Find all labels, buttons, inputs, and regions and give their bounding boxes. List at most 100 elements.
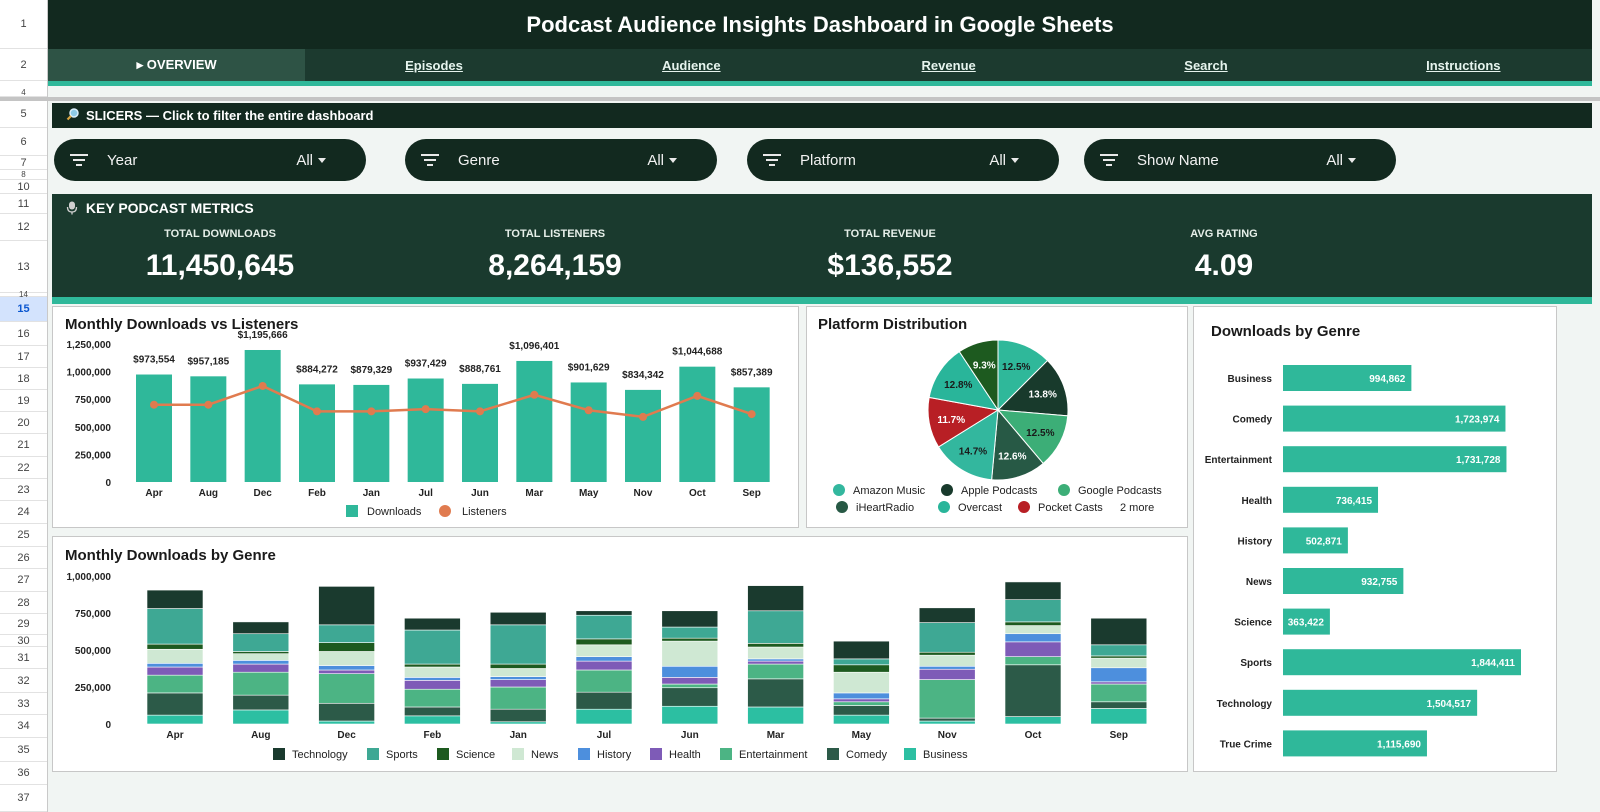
slicer-show-name[interactable]: Show Name All <box>1084 139 1396 181</box>
stacked-segment-health[interactable] <box>404 680 461 690</box>
stacked-segment-technology[interactable] <box>404 617 461 631</box>
stacked-segment-history[interactable] <box>146 663 204 668</box>
stacked-segment-sports[interactable] <box>575 614 633 640</box>
stacked-segment-sports[interactable] <box>918 622 976 653</box>
stacked-segment-sports[interactable] <box>146 608 204 645</box>
slicer-value[interactable]: All <box>296 152 326 169</box>
stacked-segment-science[interactable] <box>318 642 375 652</box>
stacked-segment-technology[interactable] <box>489 611 547 626</box>
stacked-segment-technology[interactable] <box>747 585 804 612</box>
row-header-33[interactable]: 33 <box>0 693 47 715</box>
row-header-4[interactable]: 4 <box>0 88 47 97</box>
listeners-point[interactable] <box>313 407 321 416</box>
stacked-segment-health[interactable] <box>661 677 719 685</box>
row-header-36[interactable]: 36 <box>0 762 47 785</box>
row-header-35[interactable]: 35 <box>0 738 47 762</box>
stacked-segment-sports[interactable] <box>404 629 461 665</box>
stacked-segment-history[interactable] <box>747 658 804 662</box>
downloads-bar[interactable] <box>679 366 716 482</box>
listeners-point[interactable] <box>204 400 213 409</box>
nav-tab-overview[interactable]: ▸ OVERVIEW <box>48 49 306 81</box>
stacked-segment-history[interactable] <box>575 656 633 662</box>
row-header-37[interactable]: 37 <box>0 785 47 812</box>
row-header-1[interactable]: 1 <box>0 0 47 49</box>
stacked-segment-health[interactable] <box>318 669 375 674</box>
stacked-segment-science[interactable] <box>833 664 890 673</box>
row-header-24[interactable]: 24 <box>0 501 47 524</box>
slicer-value[interactable]: All <box>1326 152 1356 169</box>
stacked-segment-sports[interactable] <box>1004 599 1062 623</box>
downloads-bar[interactable] <box>462 383 498 482</box>
stacked-segment-news[interactable] <box>1004 625 1062 635</box>
stacked-segment-science[interactable] <box>146 643 204 650</box>
stacked-segment-business[interactable] <box>747 706 804 725</box>
nav-tab-audience[interactable]: Audience <box>662 57 721 73</box>
stacked-segment-sports[interactable] <box>232 633 290 652</box>
stacked-segment-technology[interactable] <box>146 589 204 609</box>
row-header-22[interactable]: 22 <box>0 457 47 479</box>
stacked-segment-entertainment[interactable] <box>404 688 461 708</box>
stacked-segment-science[interactable] <box>404 663 461 668</box>
stacked-segment-entertainment[interactable] <box>146 674 204 694</box>
listeners-point[interactable] <box>747 410 756 419</box>
row-header-6[interactable]: 6 <box>0 128 47 156</box>
row-header-16[interactable]: 16 <box>0 322 47 346</box>
stacked-segment-science[interactable] <box>232 651 290 655</box>
slicer-value[interactable]: All <box>989 152 1019 169</box>
stacked-segment-business[interactable] <box>318 720 375 725</box>
stacked-segment-health[interactable] <box>833 698 890 703</box>
listeners-point[interactable] <box>693 391 702 400</box>
stacked-segment-technology[interactable] <box>1004 581 1062 600</box>
genre-bar[interactable] <box>1283 527 1348 554</box>
pie-slice[interactable] <box>928 350 1000 411</box>
stacked-segment-history[interactable] <box>1004 633 1062 643</box>
stacked-segment-health[interactable] <box>1004 641 1062 657</box>
stacked-segment-comedy[interactable] <box>404 706 461 717</box>
nav-tab-episodes[interactable]: Episodes <box>405 57 463 73</box>
stacked-segment-entertainment[interactable] <box>1090 683 1148 703</box>
stacked-segment-history[interactable] <box>232 660 290 665</box>
row-header-18[interactable]: 18 <box>0 368 47 390</box>
downloads-bar[interactable] <box>570 382 607 482</box>
stacked-segment-health[interactable] <box>1090 681 1148 685</box>
row-header-7[interactable]: 7 <box>0 156 47 170</box>
stacked-segment-comedy[interactable] <box>833 705 890 716</box>
downloads-bar[interactable] <box>625 389 661 482</box>
stacked-segment-history[interactable] <box>833 692 890 700</box>
listeners-point[interactable] <box>150 400 158 409</box>
stacked-segment-business[interactable] <box>146 714 204 725</box>
stacked-segment-sports[interactable] <box>747 610 804 644</box>
stacked-segment-news[interactable] <box>918 654 976 667</box>
genre-bar[interactable] <box>1283 446 1507 473</box>
row-header-32[interactable]: 32 <box>0 669 47 693</box>
stacked-segment-history[interactable] <box>918 665 976 670</box>
stacked-segment-science[interactable] <box>747 643 804 648</box>
stacked-segment-business[interactable] <box>918 720 976 725</box>
row-header-14[interactable]: 14 <box>0 290 47 299</box>
row-header-25[interactable]: 25 <box>0 524 47 547</box>
stacked-segment-technology[interactable] <box>661 610 719 628</box>
row-header-17[interactable]: 17 <box>0 346 47 368</box>
stacked-segment-sports[interactable] <box>489 624 547 665</box>
genre-bar[interactable] <box>1283 689 1478 716</box>
genre-bar[interactable] <box>1283 486 1379 513</box>
nav-tab-search[interactable]: Search <box>1184 57 1228 73</box>
stacked-segment-news[interactable] <box>747 646 804 660</box>
genre-bar[interactable] <box>1283 405 1506 432</box>
stacked-segment-health[interactable] <box>918 668 976 680</box>
stacked-segment-news[interactable] <box>661 640 719 667</box>
stacked-segment-entertainment[interactable] <box>833 701 890 706</box>
stacked-segment-entertainment[interactable] <box>1004 656 1062 666</box>
stacked-segment-business[interactable] <box>833 714 890 725</box>
listeners-point[interactable] <box>258 381 267 390</box>
listeners-point[interactable] <box>530 390 539 399</box>
genre-bar[interactable] <box>1283 365 1412 391</box>
stacked-segment-news[interactable] <box>146 648 204 664</box>
stacked-segment-entertainment[interactable] <box>489 686 547 710</box>
row-header-15[interactable]: 15 <box>0 297 47 322</box>
listeners-point[interactable] <box>476 407 484 416</box>
stacked-segment-comedy[interactable] <box>318 702 375 722</box>
pie-slice[interactable] <box>937 409 999 481</box>
stacked-segment-comedy[interactable] <box>918 717 976 722</box>
stacked-segment-technology[interactable] <box>918 607 976 623</box>
